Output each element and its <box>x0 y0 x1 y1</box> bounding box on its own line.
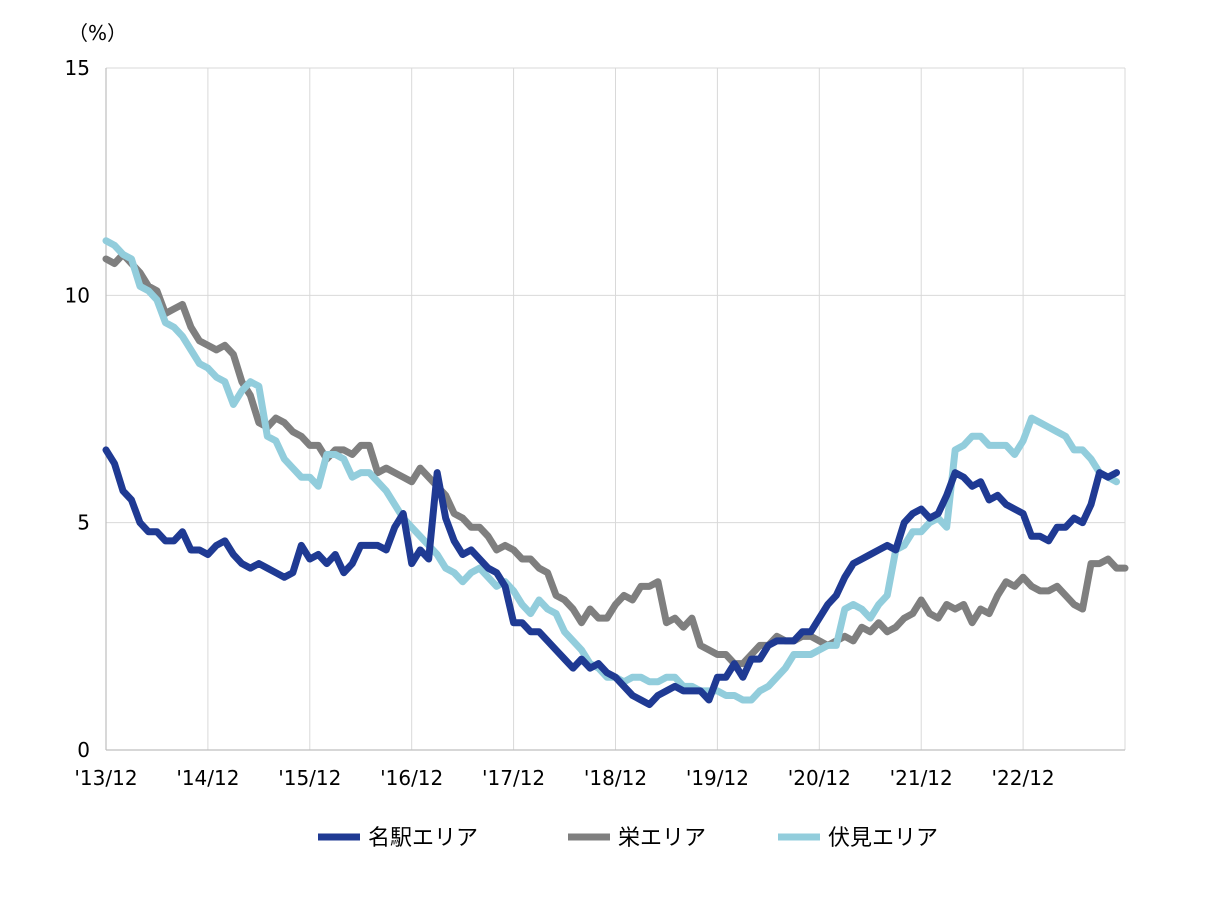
grid <box>106 67 1126 750</box>
x-tick-label: '17/12 <box>482 766 545 790</box>
legend-label-1: 栄エリア <box>618 826 706 851</box>
legend: 名駅エリア 栄エリア 伏見エリア <box>318 826 938 851</box>
series-line-1 <box>102 250 1129 668</box>
x-tick-label: '19/12 <box>686 766 749 790</box>
x-tick-label: '15/12 <box>278 766 341 790</box>
y-tick-label: 0 <box>77 738 90 762</box>
tick-labels: 0 5 10 15 '13/12 '14/12 '15/12 '16/12 '17/12 '18/… <box>65 56 1055 790</box>
y-tick-label: 10 <box>65 283 90 307</box>
x-tick-label: '20/12 <box>788 766 851 790</box>
x-tick-label: '21/12 <box>890 766 953 790</box>
x-tick-label: '18/12 <box>584 766 647 790</box>
y-tick-label: 5 <box>77 511 90 535</box>
x-tick-label: '22/12 <box>992 766 1055 790</box>
x-tick-label: '14/12 <box>176 766 239 790</box>
y-unit-label: （%） <box>68 21 127 45</box>
legend-label-2: 伏見エリア <box>828 826 938 851</box>
series-line-0 <box>102 446 1121 709</box>
x-tick-label: '13/12 <box>74 766 137 790</box>
x-tick-label: '16/12 <box>380 766 443 790</box>
legend-label-0: 名駅エリア <box>368 826 478 851</box>
y-tick-label: 15 <box>65 56 90 80</box>
series-line-2 <box>102 237 1121 704</box>
axes <box>105 68 1125 751</box>
series-lines <box>102 237 1129 709</box>
